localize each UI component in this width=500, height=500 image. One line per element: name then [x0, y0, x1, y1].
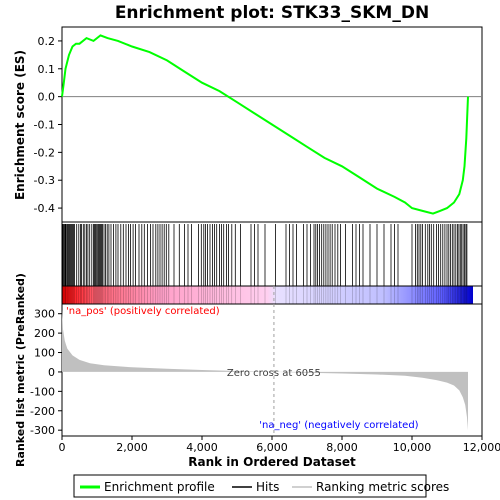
ranking-metric-area [62, 309, 468, 431]
metric-y-tick-label: 0 [48, 366, 55, 379]
x-tick-label: 10,000 [393, 441, 432, 454]
es-y-tick-label: -0.2 [34, 146, 55, 159]
x-tick-label: 4,000 [186, 441, 218, 454]
positive-correlation-label: 'na_pos' (positively correlated) [66, 306, 220, 317]
legend: Enrichment profile Hits Ranking metric s… [73, 474, 449, 498]
x-tick-label: 0 [59, 441, 66, 454]
es-y-tick-label: 0.1 [38, 63, 56, 76]
legend-enrichment-label: Enrichment profile [104, 480, 215, 494]
legend-hits-label: Hits [256, 480, 279, 494]
x-tick-label: 8,000 [326, 441, 358, 454]
metric-y-tick-label: 200 [34, 327, 55, 340]
metric-y-tick-label: 300 [34, 308, 55, 321]
es-y-tick-label: -0.4 [34, 202, 55, 215]
enrichment-profile-line [61, 34, 469, 215]
x-tick-label: 6,000 [256, 441, 288, 454]
metric-axis-title: Ranked list metric (PreRanked) [14, 273, 27, 467]
es-axis-title: Enrichment score (ES) [13, 50, 27, 200]
metric-y-tick-label: -300 [30, 424, 55, 437]
negative-correlation-label: 'na_neg' (negatively correlated) [259, 420, 418, 431]
zero-cross-label: Zero cross at 6055 [227, 368, 321, 379]
hits-layer [62, 224, 468, 286]
es-y-tick-label: -0.3 [34, 174, 55, 187]
x-axis: 0 2,000 4,000 6,000 8,000 10,000 12,000 [59, 436, 500, 454]
x-axis-title: Rank in Ordered Dataset [188, 455, 356, 469]
legend-metric-label: Ranking metric scores [316, 480, 449, 494]
ranking-color-band [62, 286, 473, 304]
metric-y-tick-label: 100 [34, 347, 55, 360]
metric-y-tick-label: -100 [30, 385, 55, 398]
chart-title: Enrichment plot: STK33_SKM_DN [115, 3, 429, 23]
es-y-tick-label: -0.1 [34, 119, 55, 132]
es-y-tick-label: 0.0 [38, 91, 56, 104]
band-hit-lines [62, 286, 468, 304]
metric-y-tick-label: -200 [30, 405, 55, 418]
legend-box [73, 474, 427, 498]
es-y-axis: 0.2 0.1 0.0 -0.1 -0.2 -0.3 -0.4 [34, 35, 62, 215]
x-tick-label: 12,000 [463, 441, 500, 454]
x-tick-label: 2,000 [116, 441, 148, 454]
metric-y-axis: 300 200 100 0 -100 -200 -300 [30, 308, 62, 437]
es-y-tick-label: 0.2 [38, 35, 56, 48]
